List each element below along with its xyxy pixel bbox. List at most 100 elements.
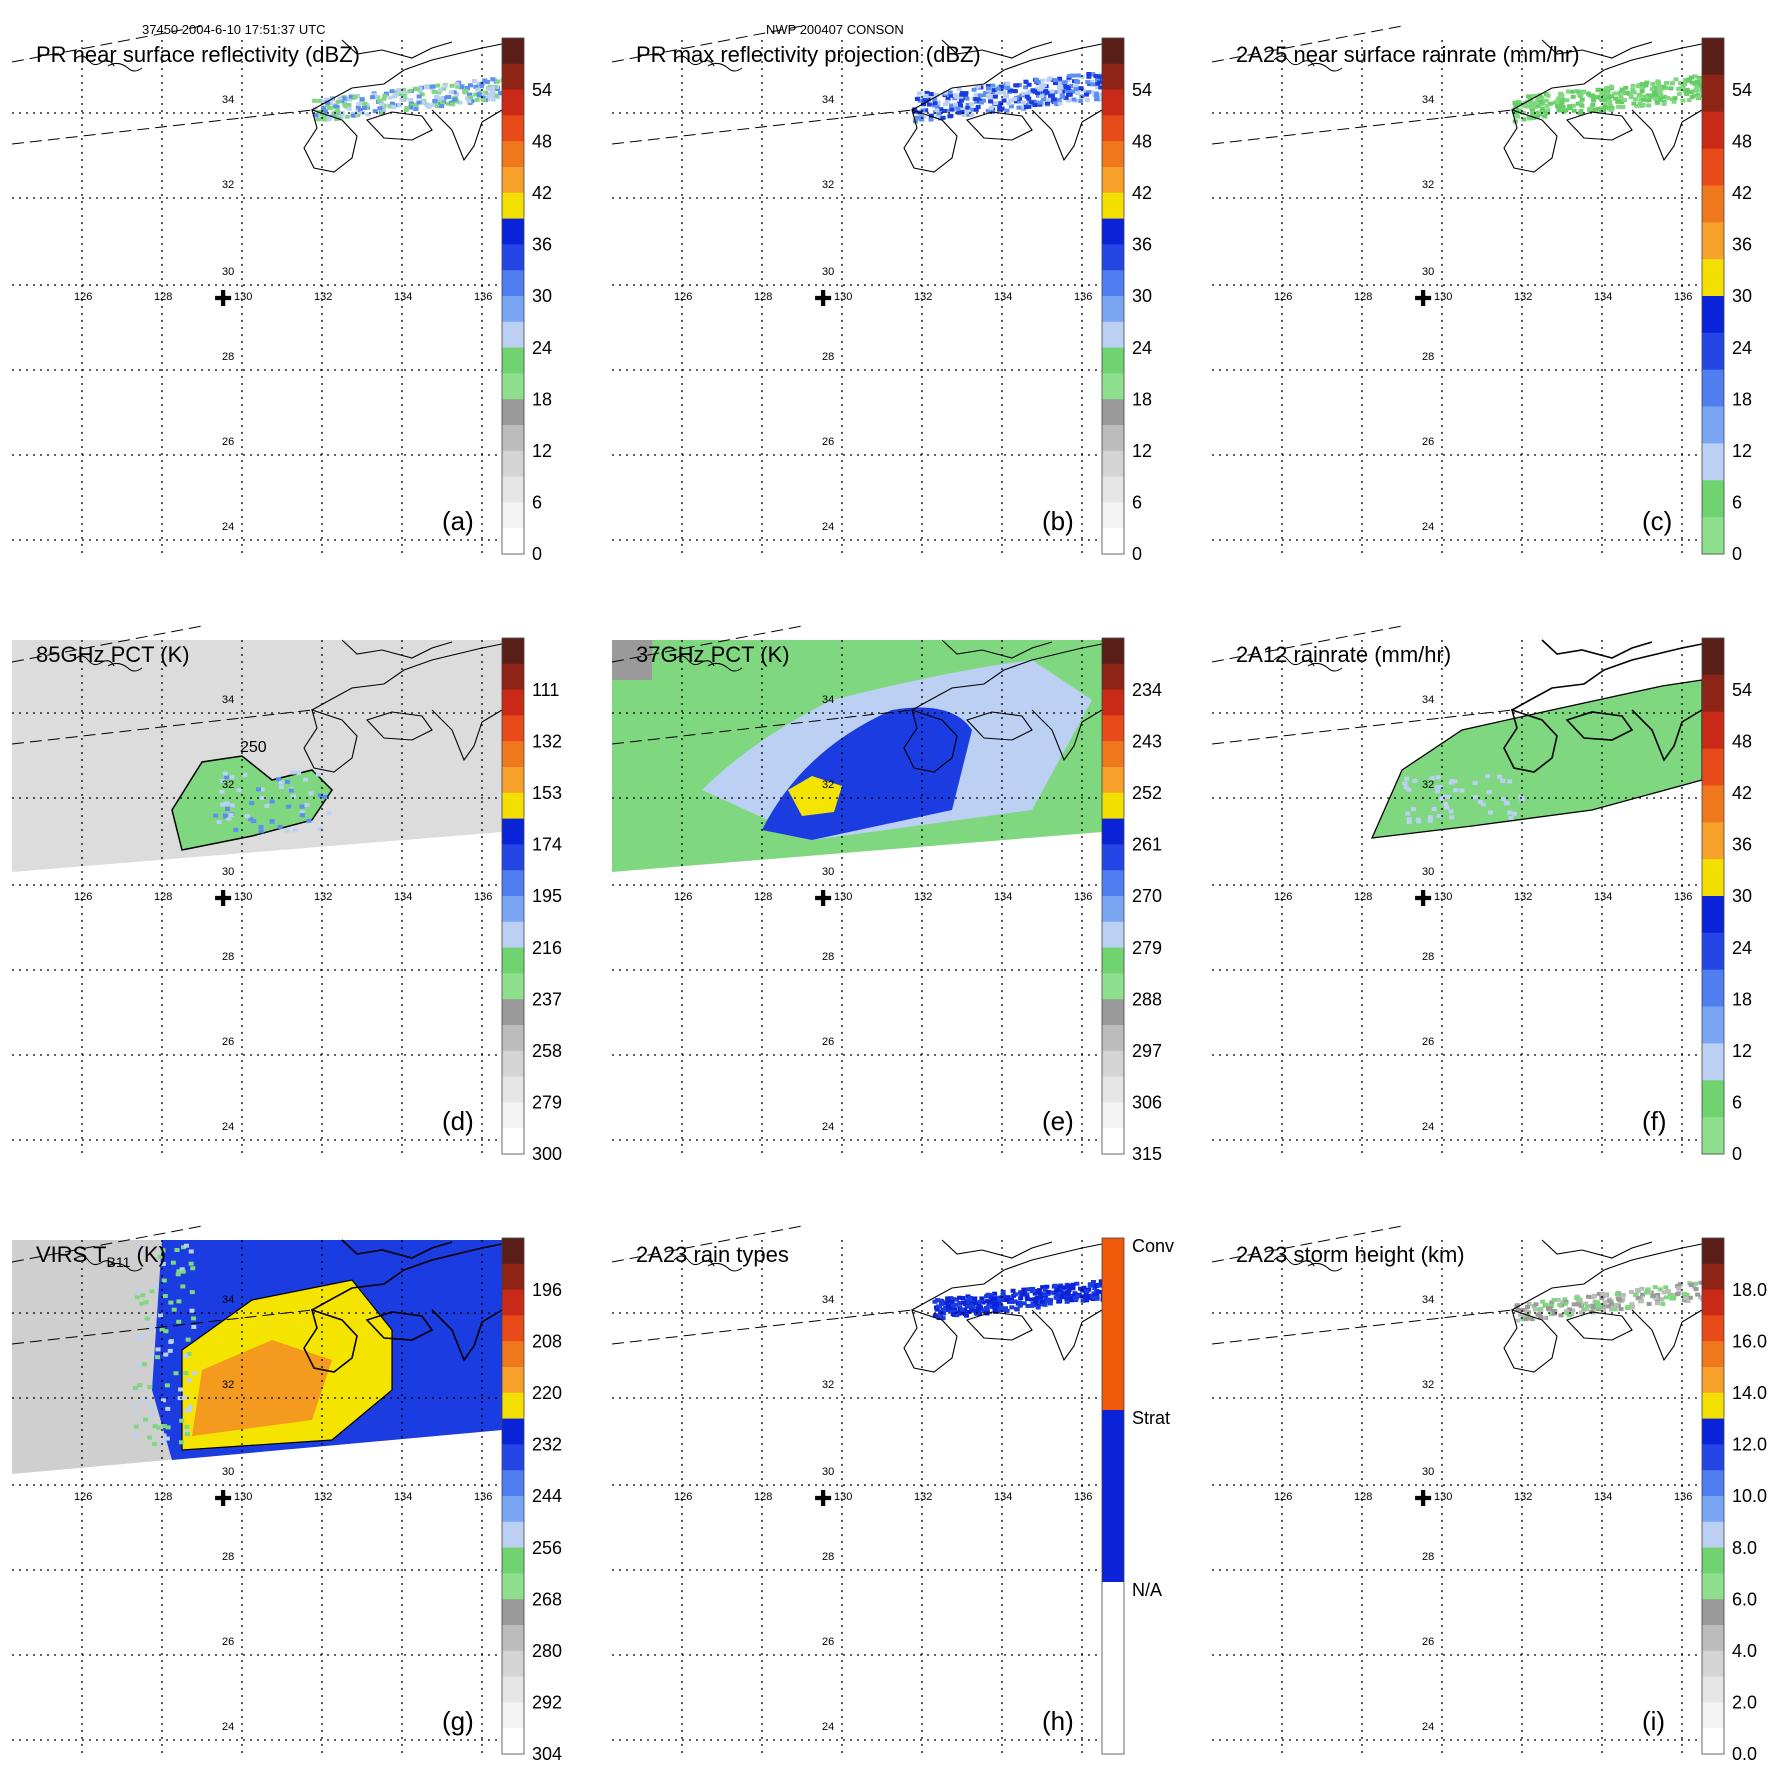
data-pixel — [1072, 1293, 1078, 1298]
data-pixel — [912, 109, 918, 114]
data-pixel — [1006, 101, 1012, 106]
data-pixel — [1697, 82, 1703, 87]
data-pixel — [134, 1295, 140, 1300]
coastline-north — [1541, 1239, 1653, 1259]
panel-e: 34 32 30 28 26 24 126 128 130 132 134 136 ✚ 234 243 252… — [611, 625, 1162, 1164]
coastline-islands — [707, 662, 743, 672]
coastline-shikoku — [366, 711, 433, 741]
data-pixel — [141, 1362, 147, 1367]
data-pixel — [404, 105, 410, 110]
data-pixel — [1666, 1289, 1672, 1294]
data-pixel — [1629, 1302, 1635, 1307]
data-pixel — [1066, 1296, 1072, 1301]
coastline-kyushu — [303, 1308, 358, 1373]
data-pixel — [1682, 81, 1688, 86]
colorbar-tick-label: 237 — [532, 989, 562, 1009]
colorbar-segment — [1102, 1524, 1124, 1583]
data-pixel — [1052, 1283, 1058, 1288]
data-pixel — [1561, 106, 1567, 111]
data-pixel — [1646, 98, 1652, 103]
colorbar-segment — [1702, 896, 1724, 934]
latitude-label: 32 — [222, 179, 234, 191]
data-pixel — [152, 1424, 158, 1429]
data-pixel — [1663, 1285, 1669, 1290]
colorbar-tick-label: 42 — [532, 183, 552, 203]
colorbar-segment — [502, 1128, 524, 1155]
data-pixel — [164, 1436, 170, 1441]
coastline-north — [341, 39, 453, 59]
longitude-label: 128 — [154, 1491, 172, 1503]
data-pixel — [1669, 97, 1675, 102]
colorbar-tick-label: 24 — [1732, 338, 1752, 358]
data-pixel — [163, 1352, 169, 1357]
data-pixel — [317, 826, 323, 831]
data-pixel — [1023, 85, 1029, 90]
colorbar-segment — [502, 450, 524, 478]
data-pixel — [1599, 91, 1605, 96]
data-pixel — [1637, 1299, 1643, 1304]
data-pixel — [945, 1296, 951, 1301]
data-pixel — [1431, 807, 1437, 812]
data-pixel — [1523, 1316, 1529, 1321]
data-pixel — [1678, 81, 1684, 86]
data-pixel — [1434, 785, 1440, 790]
colorbar-segment — [502, 1728, 524, 1755]
data-pixel — [326, 117, 332, 122]
data-pixel — [991, 88, 997, 93]
data-pixel — [1638, 97, 1644, 102]
colorbar-segment — [502, 399, 524, 426]
data-pixel — [1052, 100, 1058, 105]
data-pixel — [156, 1425, 162, 1430]
latitude-label: 26 — [222, 436, 234, 448]
data-pixel — [961, 112, 967, 117]
data-pixel — [974, 99, 980, 104]
coastline-islands — [107, 62, 143, 72]
colorbar-tick-label: 2.0 — [1732, 1692, 1757, 1712]
data-pixel — [389, 89, 395, 94]
data-pixel — [352, 95, 358, 100]
data-pixel — [948, 1296, 954, 1301]
colorbar-segment — [1702, 148, 1724, 186]
data-pixel — [1093, 74, 1099, 79]
colorbar-frame — [1101, 1237, 1125, 1755]
colorbar-segment — [1702, 1625, 1724, 1652]
data-pixel — [1035, 1303, 1041, 1308]
data-pixel — [139, 1301, 145, 1306]
data-pixel — [984, 1308, 990, 1313]
colorbar-segment — [502, 638, 524, 665]
data-pixel — [187, 1404, 193, 1409]
data-pixel — [1654, 100, 1660, 105]
colorbar-segment — [1102, 321, 1124, 349]
data-pixel — [1600, 1303, 1606, 1308]
data-pixel — [1497, 774, 1503, 779]
data-pixel — [991, 1299, 997, 1304]
colorbar-segment — [1702, 38, 1724, 76]
data-pixel — [1613, 1304, 1619, 1309]
data-pixel — [1040, 90, 1046, 95]
data-pixel — [1581, 89, 1587, 94]
data-pixel — [152, 1284, 158, 1289]
longitude-label: 130 — [1434, 891, 1452, 903]
data-pixel — [965, 1303, 971, 1308]
data-pixel — [1001, 90, 1007, 95]
data-pixel — [1570, 94, 1576, 99]
colorbar-segment — [1102, 38, 1124, 65]
data-pixel — [951, 1297, 957, 1302]
colorbar-segment — [1702, 1521, 1724, 1549]
data-pixel — [381, 96, 387, 101]
colorbar-segment — [1102, 1639, 1124, 1698]
data-pixel — [1612, 1307, 1618, 1312]
data-pixel — [152, 1441, 158, 1446]
data-pixel — [1013, 99, 1019, 104]
swath-edge-upper — [11, 625, 203, 663]
data-pixel — [918, 115, 924, 120]
data-pixel — [1530, 112, 1536, 117]
data-pixel — [161, 1433, 167, 1438]
data-pixel — [1068, 84, 1074, 89]
data-pixel — [1081, 1285, 1087, 1290]
data-pixel — [1444, 805, 1450, 810]
data-pixel — [962, 1312, 968, 1317]
data-pixel — [985, 93, 991, 98]
data-pixel — [445, 101, 451, 106]
